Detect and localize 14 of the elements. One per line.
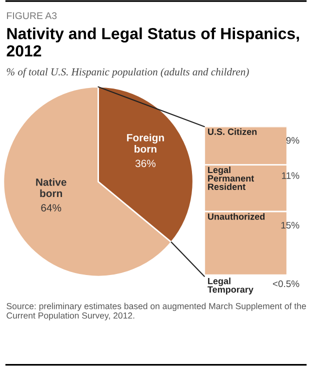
series-label: Legal Permanent Resident: [208, 166, 254, 190]
chart-subtitle: % of total U.S. Hispanic population (adults and children): [6, 68, 249, 78]
source-note: Source: preliminary estimates based on augmented March Supplement of the Current Population Survey, 2012.: [6, 302, 306, 320]
data-label: 64%: [41, 204, 62, 212]
series-label: Unauthorized: [208, 213, 265, 220]
series-label: Legal Temporary: [208, 278, 254, 294]
data-label: <0.5%: [272, 280, 300, 288]
data-label: 36%: [135, 160, 156, 168]
chart-title: Nativity and Legal Status of Hispanics, 2012: [6, 28, 299, 57]
data-label: 9%: [286, 137, 300, 144]
series-label: U.S. Citizen: [208, 128, 257, 135]
slice-label: Foreign born: [127, 134, 164, 153]
caption: FIGURE A3: [7, 12, 57, 20]
slice-label: Native born: [36, 178, 66, 198]
